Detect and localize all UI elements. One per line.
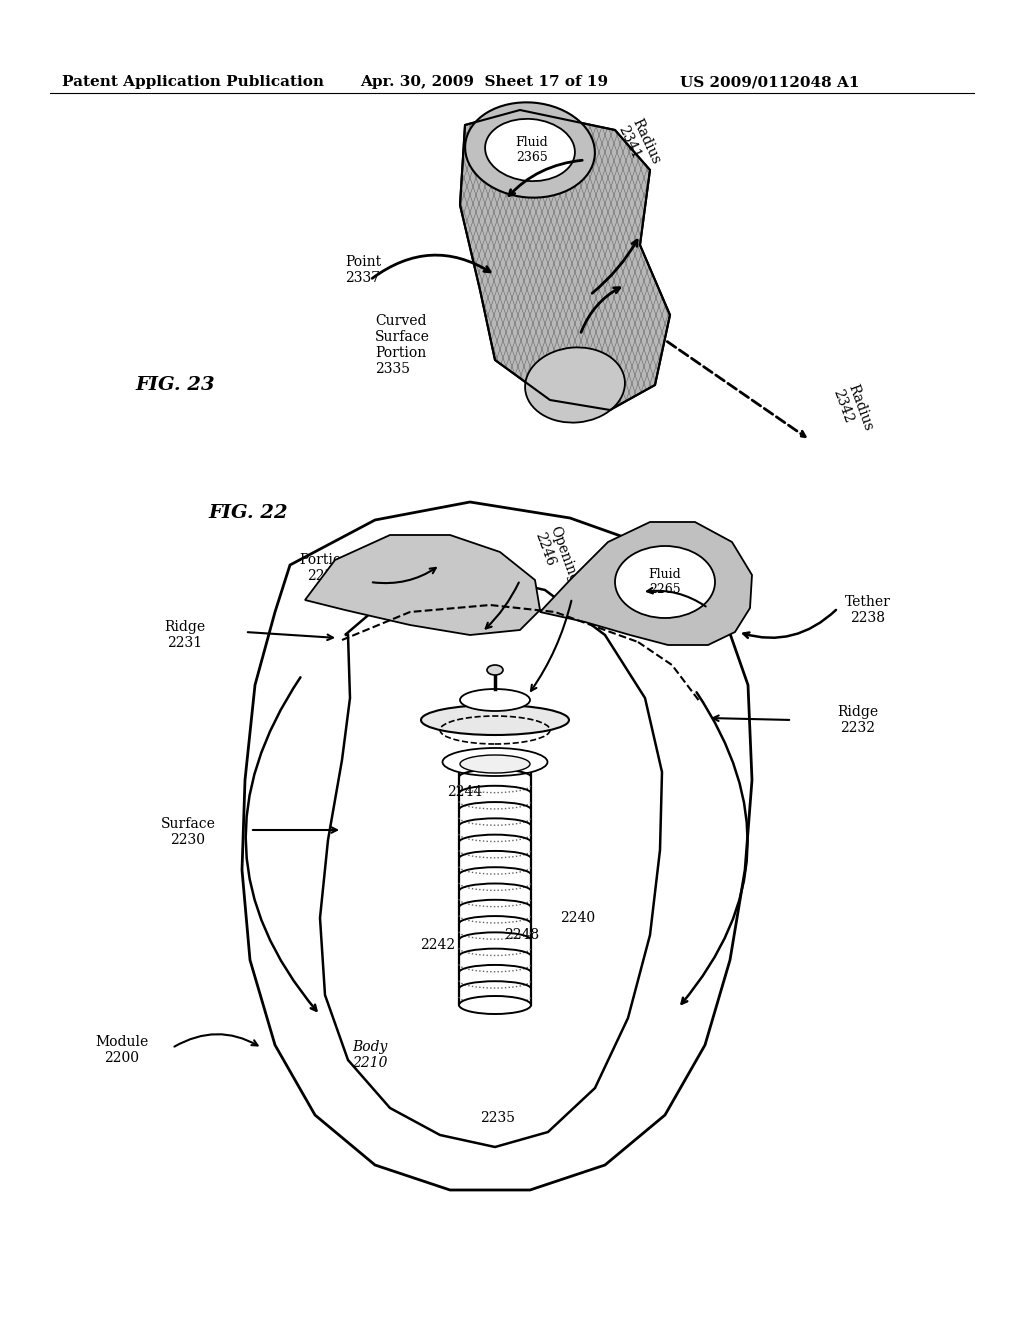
Ellipse shape — [487, 665, 503, 675]
Polygon shape — [460, 110, 670, 411]
Text: FIG. 22: FIG. 22 — [208, 504, 288, 521]
Text: Curved
Surface
Portion
2335: Curved Surface Portion 2335 — [375, 314, 430, 376]
Text: US 2009/0112048 A1: US 2009/0112048 A1 — [680, 75, 859, 88]
Text: Point
2337: Point 2337 — [345, 255, 381, 285]
Text: Ridge
2232: Ridge 2232 — [838, 705, 879, 735]
Ellipse shape — [442, 748, 548, 776]
Ellipse shape — [465, 103, 595, 198]
Text: 2235: 2235 — [480, 1111, 515, 1125]
Text: Module
2200: Module 2200 — [95, 1035, 148, 1065]
Text: Hub
2247: Hub 2247 — [588, 548, 629, 591]
Text: Radius
2342: Radius 2342 — [830, 381, 876, 438]
Ellipse shape — [421, 705, 569, 735]
Text: Portion
2236: Portion 2236 — [299, 553, 350, 583]
Polygon shape — [242, 502, 752, 1191]
Ellipse shape — [459, 997, 531, 1014]
Text: Fluid
2265: Fluid 2265 — [648, 568, 681, 597]
Ellipse shape — [460, 755, 530, 774]
Text: Fluid
2365: Fluid 2365 — [516, 136, 549, 164]
Text: FIG. 23: FIG. 23 — [135, 376, 215, 393]
Polygon shape — [319, 573, 662, 1147]
Text: 2248: 2248 — [505, 928, 540, 942]
Polygon shape — [540, 521, 752, 645]
Text: 2240: 2240 — [560, 911, 596, 925]
Text: Radius
2341: Radius 2341 — [615, 116, 663, 173]
Ellipse shape — [460, 689, 530, 711]
Text: Ridge
2231: Ridge 2231 — [165, 620, 206, 651]
Text: Body
2210: Body 2210 — [352, 1040, 388, 1071]
Text: Opening
2246: Opening 2246 — [532, 525, 581, 591]
Ellipse shape — [525, 347, 625, 422]
Polygon shape — [305, 535, 540, 635]
Text: Patent Application Publication: Patent Application Publication — [62, 75, 324, 88]
Text: Tether
2238: Tether 2238 — [845, 595, 891, 626]
Text: 2242: 2242 — [421, 939, 456, 952]
Ellipse shape — [615, 546, 715, 618]
Text: Apr. 30, 2009  Sheet 17 of 19: Apr. 30, 2009 Sheet 17 of 19 — [360, 75, 608, 88]
Ellipse shape — [485, 119, 574, 181]
Text: Surface
2230: Surface 2230 — [161, 817, 215, 847]
Text: 2244: 2244 — [447, 785, 482, 799]
